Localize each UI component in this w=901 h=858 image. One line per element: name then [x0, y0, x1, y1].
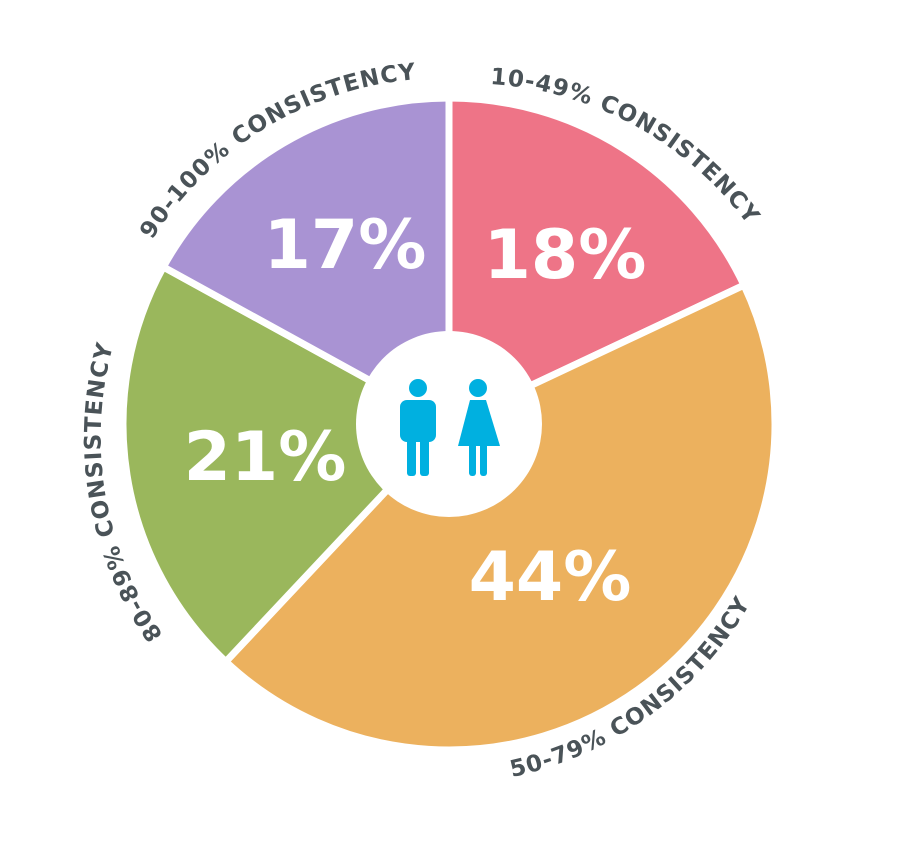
- pie-slice: [220, 280, 779, 754]
- slice-value-80-89: 21%: [184, 418, 347, 497]
- male-female-people-icon: [400, 379, 500, 476]
- slice-value-10-49: 18%: [484, 216, 647, 295]
- slice-value-90-100: 17%: [264, 206, 427, 285]
- pie-slice: [158, 94, 453, 430]
- pie-slice: [119, 262, 455, 667]
- slice-value-50-79: 44%: [469, 538, 632, 617]
- pie-slice: [445, 94, 749, 430]
- center-hole: [356, 331, 542, 517]
- pie-slices: [119, 94, 779, 754]
